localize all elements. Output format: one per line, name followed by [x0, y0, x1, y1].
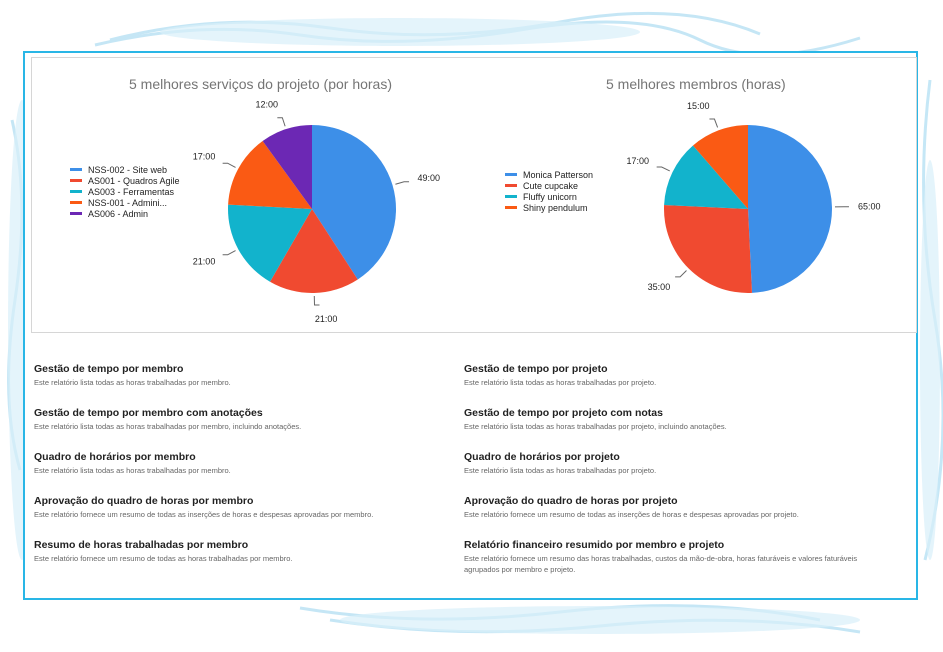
pie-leader-line: [222, 162, 236, 168]
legend-swatch: [70, 168, 82, 171]
pie-leader-line: [395, 181, 410, 185]
chart-legend: Monica Patterson Cute cupcake Fluffy unico…: [505, 169, 593, 213]
report-description: Este relatório lista todas as horas trab…: [464, 466, 657, 475]
chart-title: 5 melhores serviços do projeto (por hora…: [129, 76, 393, 92]
report-title[interactable]: Resumo de horas trabalhadas por membro: [34, 539, 249, 551]
legend-swatch: [70, 212, 82, 215]
report-link[interactable]: Gestão de tempo por membro com anotações…: [34, 407, 434, 432]
report-title[interactable]: Quadro de horários por membro: [34, 451, 196, 463]
pie-chart-top-services: 5 melhores serviços do projeto (por hora…: [32, 58, 472, 332]
report-title[interactable]: Gestão de tempo por membro: [34, 363, 184, 375]
pie-leader-line: [709, 118, 719, 128]
report-title[interactable]: Aprovação do quadro de horas por membro: [34, 495, 254, 507]
report-link[interactable]: Gestão de tempo por projeto Este relatór…: [464, 363, 864, 388]
legend-item[interactable]: NSS-002 - Site web: [70, 164, 180, 175]
pie-data-label: 12:00: [255, 99, 278, 109]
pie-data-label: 17:00: [627, 156, 650, 166]
legend-swatch: [505, 184, 517, 187]
pie-data-label: 15:00: [687, 101, 710, 111]
pie-slice[interactable]: [692, 125, 748, 209]
legend-label: Cute cupcake: [523, 180, 579, 191]
legend-label: AS001 - Quadros Agile: [88, 175, 180, 186]
pie-slice[interactable]: [270, 209, 358, 293]
report-title[interactable]: Aprovação do quadro de horas por projeto: [464, 495, 678, 507]
legend-item[interactable]: Cute cupcake: [505, 180, 593, 191]
report-link[interactable]: Quadro de horários por membro Este relat…: [34, 451, 434, 476]
pie-slice[interactable]: [664, 145, 748, 209]
report-description: Este relatório lista todas as horas trab…: [34, 378, 231, 387]
legend-item[interactable]: Fluffy unicorn: [505, 191, 593, 202]
legend-label: NSS-002 - Site web: [88, 164, 168, 175]
report-title[interactable]: Gestão de tempo por membro com anotações: [34, 407, 263, 419]
report-link[interactable]: Gestão de tempo por membro Este relatóri…: [34, 363, 434, 388]
report-description: Este relatório fornece um resumo das hor…: [464, 554, 858, 574]
pie-svg: 65:00 35:00 17:00 15:00: [627, 101, 881, 293]
legend-swatch: [505, 206, 517, 209]
pie-leader-line: [222, 250, 236, 256]
report-dashboard-frame: 5 melhores serviços do projeto (por hora…: [23, 51, 918, 600]
pie-leader-line: [277, 117, 286, 127]
report-description: Este relatório fornece um resumo de toda…: [464, 510, 799, 519]
report-title[interactable]: Quadro de horários por projeto: [464, 451, 620, 463]
pie-slice[interactable]: [312, 125, 397, 280]
legend-label: AS003 - Ferramentas: [88, 186, 175, 197]
legend-label: Shiny pendulum: [523, 202, 588, 213]
report-description: Este relatório lista todas as horas trab…: [464, 422, 727, 431]
legend-item[interactable]: NSS-001 - Admini...: [70, 197, 180, 208]
report-link[interactable]: Relatório financeiro resumido por membro…: [464, 539, 864, 575]
legend-label: Monica Patterson: [523, 169, 594, 180]
chart-title: 5 melhores membros (horas): [606, 76, 786, 92]
report-description: Este relatório fornece um resumo de toda…: [34, 554, 293, 563]
legend-swatch: [70, 201, 82, 204]
pie-slice[interactable]: [664, 205, 752, 293]
legend-item[interactable]: Monica Patterson: [505, 169, 593, 180]
legend-item[interactable]: AS001 - Quadros Agile: [70, 175, 180, 186]
pie-data-label: 65:00: [858, 201, 881, 211]
legend-label: Fluffy unicorn: [523, 191, 577, 202]
pie-data-label: 17:00: [193, 152, 216, 162]
pie-slice[interactable]: [748, 125, 833, 293]
report-description: Este relatório lista todas as horas trab…: [34, 422, 302, 431]
pie-slice[interactable]: [228, 204, 312, 282]
report-title[interactable]: Gestão de tempo por projeto: [464, 363, 608, 375]
pie-leader-line: [675, 270, 687, 278]
report-description: Este relatório fornece um resumo de toda…: [34, 510, 374, 519]
report-link[interactable]: Quadro de horários por projeto Este rela…: [464, 451, 864, 476]
report-description: Este relatório lista todas as horas trab…: [464, 378, 657, 387]
pie-slice[interactable]: [228, 141, 312, 209]
pie-slice[interactable]: [262, 125, 312, 209]
pie-leader-line: [656, 166, 670, 172]
legend-item[interactable]: Shiny pendulum: [505, 202, 593, 213]
report-link[interactable]: Resumo de horas trabalhadas por membro E…: [34, 539, 434, 564]
report-title[interactable]: Gestão de tempo por projeto com notas: [464, 407, 663, 419]
charts-panel: 5 melhores serviços do projeto (por hora…: [31, 57, 917, 333]
legend-swatch: [505, 195, 517, 198]
pie-svg: 49:00 21:00 21:00 17:00 12:00: [193, 99, 440, 324]
legend-label: AS006 - Admin: [88, 208, 149, 219]
pie-leader-line: [313, 295, 320, 306]
legend-item[interactable]: AS003 - Ferramentas: [70, 186, 180, 197]
report-title[interactable]: Relatório financeiro resumido por membro…: [464, 539, 725, 551]
pie-data-label: 35:00: [648, 282, 671, 292]
legend-swatch: [505, 173, 517, 176]
report-link[interactable]: Aprovação do quadro de horas por projeto…: [464, 495, 864, 520]
pie-chart-top-members: 5 melhores membros (horas) Monica Patter…: [472, 58, 916, 332]
report-description: Este relatório lista todas as horas trab…: [34, 466, 231, 475]
legend-swatch: [70, 190, 82, 193]
pie-data-label: 21:00: [315, 314, 338, 324]
legend-swatch: [70, 179, 82, 182]
legend-item[interactable]: AS006 - Admin: [70, 208, 180, 219]
pie-data-label: 49:00: [417, 173, 440, 183]
pie-data-label: 21:00: [193, 256, 216, 266]
report-link[interactable]: Gestão de tempo por projeto com notas Es…: [464, 407, 864, 432]
chart-legend: NSS-002 - Site web AS001 - Quadros Agile A…: [70, 164, 180, 219]
legend-label: NSS-001 - Admini...: [88, 197, 168, 208]
report-link[interactable]: Aprovação do quadro de horas por membro …: [34, 495, 434, 520]
